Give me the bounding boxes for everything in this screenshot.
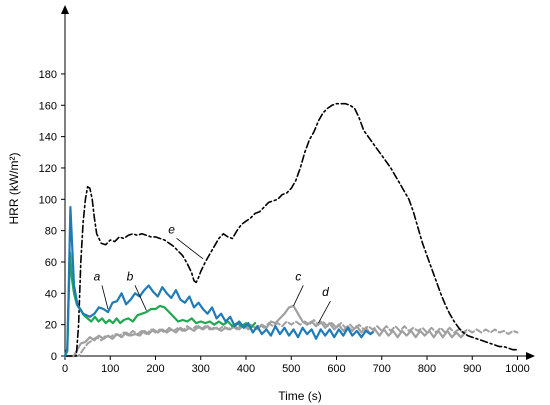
series-a-line — [63, 206, 374, 358]
y-axis-arrow — [61, 5, 69, 14]
x-axis-label: Time (s) — [278, 389, 322, 403]
axes — [61, 5, 535, 360]
series-c-line — [63, 304, 467, 358]
series-d-line — [64, 319, 519, 357]
y-tick-label: 0 — [51, 351, 57, 363]
x-tick-label: 700 — [373, 363, 391, 375]
annotations: a b c d e — [94, 222, 331, 324]
annotation-b-label: b — [127, 269, 134, 283]
x-tick-label: 0 — [62, 363, 68, 375]
x-tick-label: 500 — [282, 363, 300, 375]
x-tick-label: 300 — [192, 363, 210, 375]
y-tick-label: 180 — [39, 69, 57, 81]
annotation-e-label: e — [168, 222, 175, 236]
y-tick-label: 140 — [39, 132, 57, 144]
x-axis-arrow — [526, 352, 535, 360]
annotation-c-label: c — [295, 269, 301, 283]
series-e-line — [64, 102, 519, 357]
y-tick-label: 80 — [45, 226, 57, 238]
annotation-d-label: d — [322, 285, 329, 299]
x-ticks: 0 100 200 300 400 500 600 700 800 900 1000 — [62, 356, 530, 375]
annotation-a-label: a — [94, 269, 101, 283]
x-tick-label: 1000 — [505, 363, 529, 375]
y-axis-label: HRR (kW/m²) — [7, 153, 21, 225]
x-tick-label: 900 — [463, 363, 481, 375]
x-tick-label: 200 — [146, 363, 164, 375]
annotation-c-leader — [293, 285, 304, 307]
x-tick-label: 400 — [237, 363, 255, 375]
y-tick-label: 20 — [45, 320, 57, 332]
annotation-d-leader — [318, 300, 331, 324]
y-ticks: 0 20 40 60 80 100 120 140 160 180 — [39, 69, 65, 363]
y-tick-label: 60 — [45, 257, 57, 269]
x-tick-label: 800 — [418, 363, 436, 375]
x-tick-label: 600 — [327, 363, 345, 375]
series-layer — [63, 102, 519, 358]
y-tick-label: 160 — [39, 100, 57, 112]
x-tick-label: 100 — [101, 363, 119, 375]
annotation-b-leader — [134, 285, 147, 311]
y-tick-label: 120 — [39, 163, 57, 175]
annotation-a-leader — [101, 285, 109, 310]
y-tick-label: 100 — [39, 194, 57, 206]
annotation-e-leader — [176, 238, 204, 260]
y-tick-label: 40 — [45, 288, 57, 300]
